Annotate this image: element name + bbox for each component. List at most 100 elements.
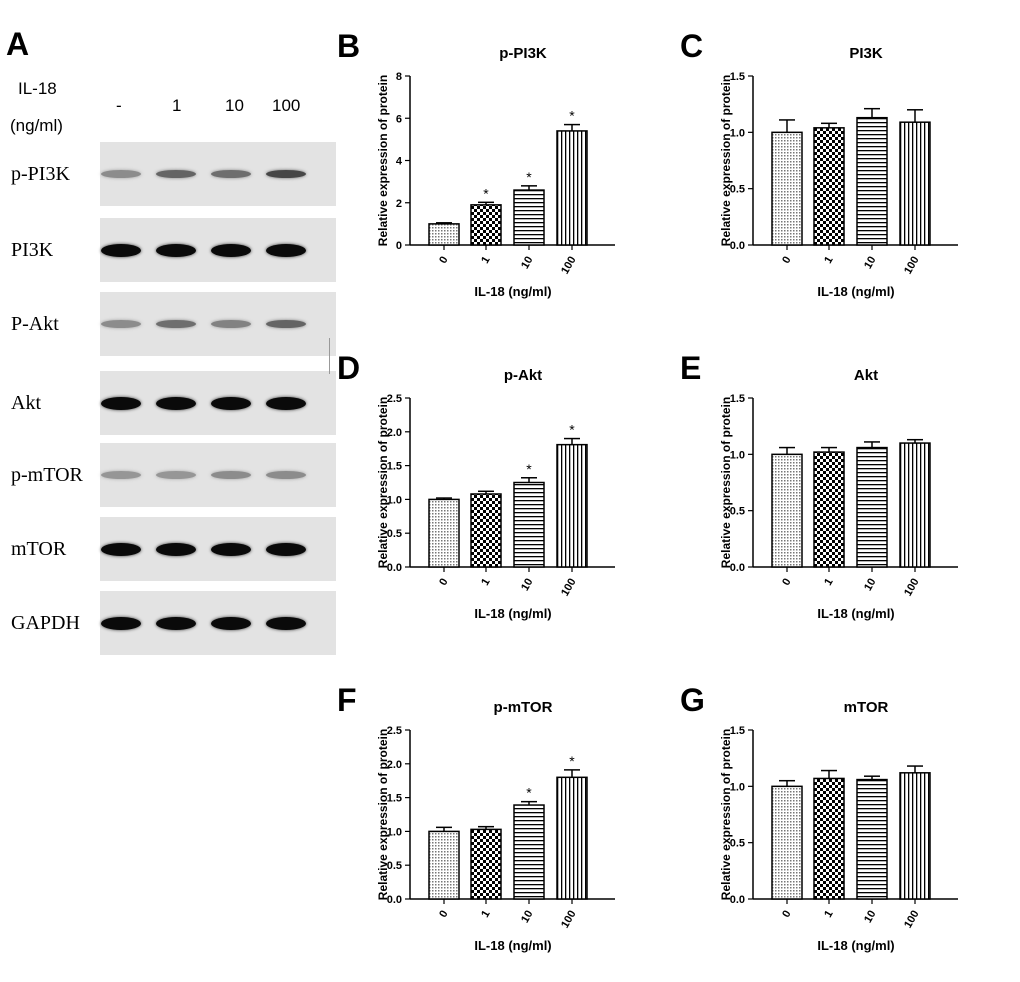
- bar: [513, 804, 545, 900]
- chart-d: p-Akt 0.0 0.5 1.0 1.5 2.0 2.5 0 1 * 10 * 100 IL-18 (n…: [333, 348, 663, 648]
- y-tick-label: 0.0: [730, 240, 745, 252]
- x-tick-label: 0: [437, 577, 450, 588]
- chart-g: mTOR 0.0 0.5 1.0 1.5 0 1 10 100 IL-18 (ng/ml) Rela…: [676, 680, 1006, 980]
- protein-label: p-PI3K: [11, 163, 70, 185]
- x-tick-label: 100: [902, 577, 922, 599]
- lane-label: -: [116, 96, 122, 115]
- chart-title: p-Akt: [504, 367, 542, 384]
- bar: [428, 498, 460, 568]
- blot-band: [101, 471, 141, 479]
- x-axis-label: IL-18 (ng/ml): [474, 284, 551, 299]
- x-axis-label: IL-18 (ng/ml): [817, 606, 894, 621]
- x-tick-label: 1: [479, 255, 492, 266]
- protein-label: Akt: [11, 392, 41, 414]
- y-tick-label: 1.0: [387, 494, 402, 506]
- y-axis-label: Relative expression of protein: [376, 397, 390, 568]
- y-tick-label: 2.0: [387, 427, 402, 439]
- bar: [856, 116, 888, 246]
- blot-band: [266, 396, 306, 410]
- y-tick-label: 0: [396, 240, 402, 252]
- y-tick-label: 0.5: [387, 528, 402, 540]
- blot-band: [266, 616, 306, 630]
- y-tick-label: 1.5: [387, 793, 402, 805]
- significance-marker: *: [569, 422, 575, 438]
- bar: [771, 785, 803, 900]
- x-tick-label: 1: [822, 577, 835, 588]
- x-tick-label: 100: [559, 909, 579, 931]
- bar: [899, 121, 931, 246]
- lane-label: 10: [225, 96, 244, 115]
- x-tick-label: 10: [862, 577, 879, 594]
- chart-title: p-mTOR: [494, 699, 553, 716]
- y-tick-label: 2.0: [387, 759, 402, 771]
- x-tick-label: 100: [902, 909, 922, 931]
- bar: [470, 204, 502, 246]
- x-tick-label: 100: [902, 255, 922, 277]
- lane-label: 1: [172, 96, 182, 115]
- y-tick-label: 6: [396, 113, 402, 125]
- x-axis-label: IL-18 (ng/ml): [474, 938, 551, 953]
- x-tick-label: 0: [780, 577, 793, 588]
- chart-svg: p-mTOR 0.0 0.5 1.0 1.5 2.0 2.5 0 1 * 10 * 100 IL-18 (…: [376, 699, 615, 953]
- y-tick-label: 1.5: [730, 725, 745, 737]
- blot-band: [266, 320, 306, 328]
- bar: [428, 830, 460, 900]
- bar: [556, 776, 588, 900]
- chart-svg: mTOR 0.0 0.5 1.0 1.5 0 1 10 100 IL-18 (ng/ml) Rela…: [719, 699, 958, 953]
- panel-label: B: [337, 28, 361, 64]
- blot-band: [211, 471, 251, 479]
- y-tick-label: 0.5: [387, 860, 402, 872]
- bar: [556, 443, 588, 568]
- chart-svg: p-Akt 0.0 0.5 1.0 1.5 2.0 2.5 0 1 * 10 * 100 IL-18 (n…: [376, 367, 615, 621]
- blot-band: [211, 396, 251, 410]
- bar: [899, 442, 931, 568]
- blot-band: [211, 616, 251, 630]
- y-tick-label: 1.5: [730, 393, 745, 405]
- significance-marker: *: [569, 753, 575, 769]
- x-tick-label: 100: [559, 255, 579, 277]
- significance-marker: *: [483, 185, 489, 201]
- y-tick-label: 2.5: [387, 393, 402, 405]
- significance-marker: *: [526, 461, 532, 477]
- panel-label: G: [680, 682, 705, 718]
- y-axis-label: Relative expression of protein: [376, 75, 390, 246]
- blot-band: [101, 396, 141, 410]
- y-tick-label: 0.0: [730, 562, 745, 574]
- chart-b: p-PI3K 0 2 4 6 8 0 * 1 * 10 * 100 IL-18 (ng/ml) Relati…: [333, 26, 663, 326]
- panel-label: D: [337, 350, 361, 386]
- bar: [513, 189, 545, 246]
- bar: [470, 493, 502, 568]
- x-tick-label: 1: [822, 909, 835, 920]
- bar: [556, 130, 588, 246]
- blot-band: [156, 170, 196, 178]
- bar: [513, 481, 545, 568]
- y-tick-label: 1.5: [387, 461, 402, 473]
- y-tick-label: 0.5: [730, 506, 745, 518]
- y-axis-label: Relative expression of protein: [719, 729, 733, 900]
- blot-band: [156, 471, 196, 479]
- bar: [470, 828, 502, 900]
- x-tick-label: 0: [780, 255, 793, 266]
- x-tick-label: 100: [559, 577, 579, 599]
- x-tick-label: 0: [437, 909, 450, 920]
- il18-label: IL-18: [18, 79, 57, 98]
- blot-band: [156, 243, 196, 257]
- chart-f: p-mTOR 0.0 0.5 1.0 1.5 2.0 2.5 0 1 * 10 * 100 IL-18 (…: [333, 680, 663, 980]
- bar: [813, 451, 845, 568]
- chart-title: Akt: [854, 367, 878, 384]
- panel-label: E: [680, 350, 702, 386]
- y-tick-label: 1.0: [387, 826, 402, 838]
- lane-label: 100: [272, 96, 301, 115]
- y-tick-label: 0.5: [730, 184, 745, 196]
- blot-band: [101, 170, 141, 178]
- y-tick-label: 0.0: [387, 894, 402, 906]
- x-axis-label: IL-18 (ng/ml): [474, 606, 551, 621]
- x-tick-label: 0: [437, 255, 450, 266]
- y-axis-label: Relative expression of protein: [719, 75, 733, 246]
- y-tick-label: 1.5: [730, 71, 745, 83]
- x-tick-label: 1: [479, 577, 492, 588]
- x-tick-label: 10: [862, 909, 879, 926]
- blot-band: [211, 320, 251, 328]
- blot-band: [156, 542, 196, 556]
- blot-band: [156, 616, 196, 630]
